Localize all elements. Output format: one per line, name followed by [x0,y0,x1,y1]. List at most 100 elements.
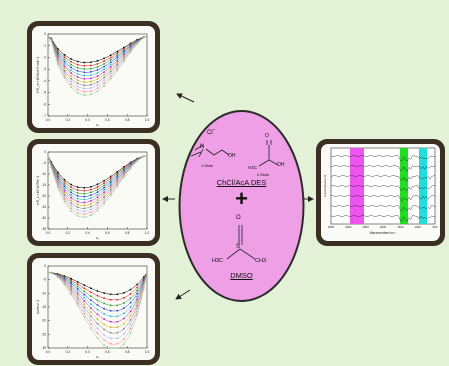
data-point [70,188,72,191]
data-point [76,73,79,75]
data-point [70,60,72,63]
data-point [103,339,105,341]
data-point [90,67,92,70]
data-point [83,309,86,312]
data-point [50,39,53,42]
data-point [83,61,86,64]
data-point [90,311,92,314]
data-point [103,193,105,196]
data-point [63,189,66,192]
compressibility-plot: 0.0 0.2 0.4 0.6 0.8 1.0 0 -5 -10 -15 -20 -25 -30 -35 x… [32,144,155,241]
data-point [103,76,105,79]
data-point [70,86,72,89]
x-tick-label: 0.0 [46,231,51,235]
data-point [103,184,105,187]
data-point [63,191,66,194]
data-point [90,208,92,211]
data-point [96,193,99,196]
data-point [76,60,79,63]
data-point [83,64,86,67]
data-point [96,332,99,335]
ir-x-axis-label: Wavenumber/cm⁻¹ [370,231,397,235]
dmso-right-methyl: CH3 [255,258,267,264]
data-point [76,69,79,72]
data-point [70,80,72,83]
y-tick-label: 0 [44,264,46,268]
sound-speed-plot: 0.0 0.2 0.4 0.6 0.8 1.0 0 -5 -10 -15 -20 -25 -30 x₁ Δu… [32,258,155,360]
data-point [116,315,119,318]
chloride-charge: − [212,127,216,133]
data-point [70,282,72,285]
data-point [96,196,99,199]
plot-frame [47,151,148,230]
data-point [142,287,145,290]
y-tick-label: -35 [41,227,46,231]
data-point [96,206,99,209]
data-point [90,303,92,306]
data-point [103,179,105,182]
data-point [76,203,79,206]
data-point [109,342,112,345]
data-point [129,332,132,334]
data-point [76,76,79,79]
data-point [83,284,86,287]
data-point [76,304,79,307]
data-point [63,65,66,68]
ir-spectrum-line [331,195,436,202]
x-tick-label: 1.0 [145,350,150,354]
data-point [70,69,72,72]
data-point [103,71,105,74]
data-point [70,194,72,196]
data-point [90,64,92,67]
plot-frame [47,33,148,117]
data-point [76,194,79,197]
data-point [116,178,119,180]
data-point [103,328,105,331]
choline-oh-label: OH [228,153,236,159]
data-point [76,189,79,191]
data-point [70,74,72,77]
data-point [83,287,86,290]
data-point [90,71,92,73]
y-tick-label: -30 [41,346,46,350]
data-point [83,87,86,90]
data-point [70,287,72,289]
y-tick-label: -30 [41,216,46,220]
data-point [116,304,119,307]
des-label: ChCl/AcA DES [216,178,267,187]
data-point [103,200,105,203]
ir-x-tick-label: 3000 [345,225,352,229]
data-point [83,84,86,87]
data-point [116,326,119,329]
data-point [116,331,119,334]
data-point [129,323,132,326]
data-point [96,87,99,90]
data-point [76,212,79,214]
data-point [76,297,79,300]
data-point [90,93,92,96]
data-point [70,183,72,186]
data-point [109,304,112,307]
data-point [109,326,112,329]
choline-chloride-structure [190,140,279,260]
highlight-band-green [400,148,408,224]
data-point [109,61,112,64]
data-point [96,318,99,320]
data-point [96,78,99,80]
excess-volume-chart: 0.0 0.2 0.4 0.6 0.8 1.0 0 -1 -2 -3 -4 -5 -6 -7 x₁ V^E_m… [36,32,149,127]
data-point [116,309,119,312]
center-oval: Cl− N OH 1 Mole O OH H3C 2 Mole ChCl/AcA… [177,108,306,304]
data-point [109,56,112,59]
data-point [76,292,79,295]
data-point [96,183,99,186]
data-point [109,70,112,73]
data-point [96,191,99,194]
data-point [116,320,119,323]
data-point [136,307,138,310]
data-point [103,68,105,71]
data-point [63,67,66,70]
data-point [90,185,92,188]
data-point [70,58,72,60]
data-point [63,198,66,201]
